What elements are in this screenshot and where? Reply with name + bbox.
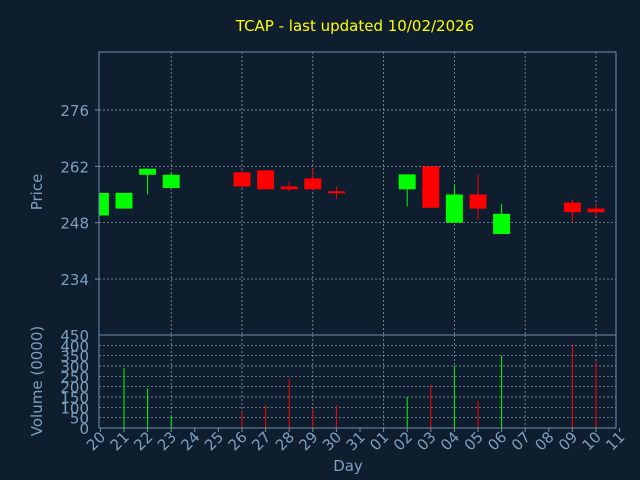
volume-tick-label: 100: [60, 399, 89, 417]
price-grid: [99, 52, 616, 335]
x-tick-label: 25: [201, 428, 227, 454]
x-tick-label: 10: [579, 428, 605, 454]
volume-tick-label: 0: [79, 420, 89, 438]
candle-body: [280, 186, 298, 190]
x-tick-label: 24: [177, 428, 203, 454]
candle-body: [99, 192, 109, 216]
volume-tick-label: 400: [60, 337, 89, 355]
x-tick-label: 08: [531, 428, 557, 454]
x-tick-label: 31: [343, 428, 369, 454]
candle-body: [493, 213, 511, 234]
candle-body: [115, 192, 133, 209]
candle-body: [233, 172, 251, 187]
x-tick-label: 22: [130, 428, 156, 454]
volume-tick-label: 300: [60, 358, 89, 376]
x-tick-label: 07: [508, 428, 534, 454]
candle-body: [422, 166, 440, 208]
x-tick-label: 01: [366, 428, 392, 454]
volume-tick-label: 350: [60, 348, 89, 366]
candle-body: [327, 191, 345, 194]
candle-10: [587, 204, 605, 216]
x-tick-label: 02: [390, 428, 416, 454]
price-axis-ticks: 234 248 262 276: [60, 102, 99, 289]
x-tick-label: 28: [272, 428, 298, 454]
candle-body: [398, 174, 416, 190]
volume-tick-label: 50: [70, 410, 89, 428]
candle-06: [493, 203, 511, 234]
x-tick-label: 03: [413, 428, 439, 454]
x-axis-ticks: 2021222324252627282930310102030405060708…: [83, 428, 628, 454]
candle-09: [563, 199, 581, 222]
volume-tick-label: 150: [60, 389, 89, 407]
candle-body: [139, 168, 157, 175]
candle-04: [445, 184, 463, 223]
candle-02: [398, 174, 416, 207]
price-panel-frame: [98, 51, 617, 336]
candle-body: [257, 170, 275, 190]
x-tick-label: 26: [225, 428, 251, 454]
x-tick-label: 21: [107, 428, 133, 454]
candle-body: [563, 202, 581, 213]
x-tick-label: 05: [461, 428, 487, 454]
volume-grid: [99, 335, 616, 428]
candle-28: [280, 181, 298, 192]
candle-21: [115, 192, 133, 209]
candle-03: [422, 166, 440, 208]
price-tick-label: 248: [60, 215, 89, 233]
x-tick-label: 04: [437, 428, 463, 454]
candle-26: [233, 170, 251, 189]
price-axis-label: Price: [28, 174, 46, 211]
x-tick-label: 06: [484, 428, 510, 454]
volume-bars: [123, 345, 597, 428]
volume-panel-frame: [98, 334, 617, 429]
candle-29: [304, 168, 322, 190]
volume-tick-label: 200: [60, 379, 89, 397]
x-tick-label: 11: [602, 428, 628, 454]
volume-axis-label: Volume (0000): [28, 326, 46, 436]
volume-tick-label: 450: [60, 327, 89, 345]
x-tick-label: 29: [295, 428, 321, 454]
price-tick-label: 262: [60, 158, 89, 176]
candle-22: [139, 168, 157, 195]
candle-20: [99, 192, 109, 216]
x-tick-label: 09: [555, 428, 581, 454]
candle-body: [304, 178, 322, 190]
x-tick-label: 30: [319, 428, 345, 454]
volume-tick-label: 250: [60, 368, 89, 386]
candles: [99, 166, 605, 234]
x-tick-label: 27: [248, 428, 274, 454]
candle-body: [587, 208, 605, 213]
price-tick-label: 234: [60, 271, 89, 289]
candle-05: [469, 174, 487, 220]
chart-title: TCAP - last updated 10/02/2026: [235, 17, 474, 35]
candle-30: [327, 186, 345, 200]
candle-body: [162, 174, 180, 189]
price-tick-label: 276: [60, 102, 89, 120]
candle-27: [257, 170, 275, 190]
candle-body: [445, 194, 463, 223]
candle-body: [469, 194, 487, 209]
x-tick-label: 23: [154, 428, 180, 454]
x-axis-label: Day: [333, 457, 363, 475]
candle-23: [162, 172, 180, 189]
